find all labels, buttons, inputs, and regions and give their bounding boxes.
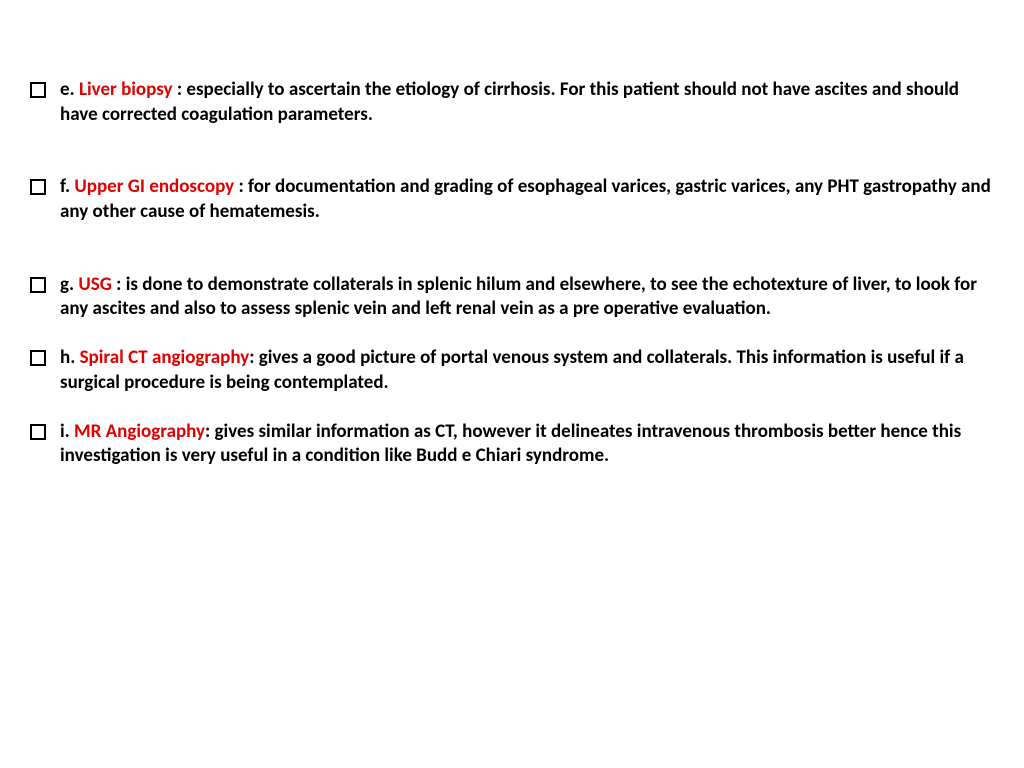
square-bullet-icon (30, 82, 46, 98)
list-item: g. USG : is done to demonstrate collater… (30, 273, 994, 322)
list-item: i. MR Angiography: gives similar informa… (30, 420, 994, 469)
item-term: USG (78, 273, 112, 296)
item-ordinal: f. (60, 175, 70, 198)
slide-content: e. Liver biopsy : especially to ascertai… (0, 0, 1024, 499)
list-item: h. Spiral CT angiography: gives a good p… (30, 346, 994, 395)
square-bullet-icon (30, 179, 46, 195)
list-item: e. Liver biopsy : especially to ascertai… (30, 78, 994, 127)
item-text: h. Spiral CT angiography: gives a good p… (60, 346, 994, 395)
item-term: Spiral CT angiography (80, 346, 250, 369)
item-term: Liver biopsy (79, 78, 173, 101)
item-ordinal: g. (60, 273, 74, 296)
list-item: f. Upper GI endoscopy : for documentatio… (30, 175, 994, 224)
square-bullet-icon (30, 277, 46, 293)
item-term: Upper GI endoscopy (74, 175, 234, 198)
item-term: MR Angiography (74, 420, 205, 443)
item-text: e. Liver biopsy : especially to ascertai… (60, 78, 994, 127)
item-desc: : especially to ascertain the etiology o… (60, 78, 959, 126)
item-text: g. USG : is done to demonstrate collater… (60, 273, 994, 322)
square-bullet-icon (30, 350, 46, 366)
item-ordinal: e. (60, 78, 75, 101)
item-desc: : is done to demonstrate collaterals in … (60, 273, 977, 321)
item-ordinal: h. (60, 346, 75, 369)
square-bullet-icon (30, 424, 46, 440)
item-ordinal: i. (60, 420, 70, 443)
item-text: f. Upper GI endoscopy : for documentatio… (60, 175, 994, 224)
item-text: i. MR Angiography: gives similar informa… (60, 420, 994, 469)
